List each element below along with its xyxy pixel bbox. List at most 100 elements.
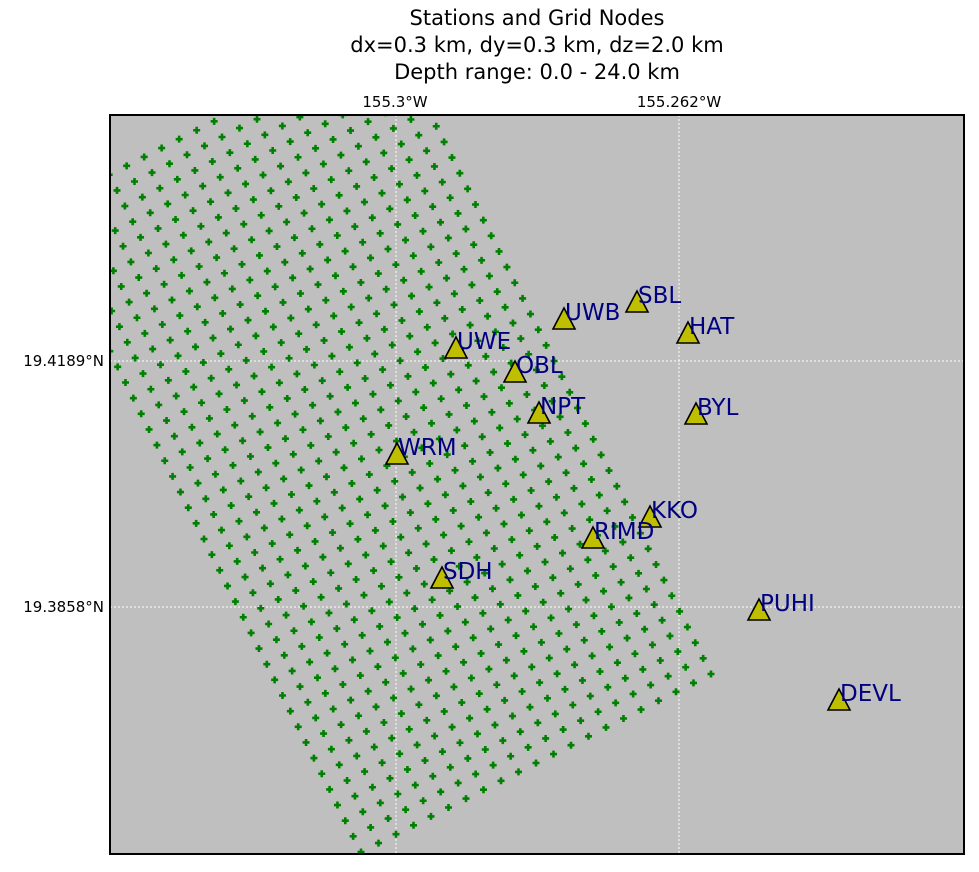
grid-node-marker: [545, 478, 553, 486]
grid-node-marker: [215, 390, 223, 398]
grid-node-marker: [282, 611, 290, 619]
grid-node-marker: [454, 209, 462, 217]
grid-node-marker: [376, 799, 384, 807]
grid-node-marker: [496, 424, 504, 432]
grid-node-marker: [399, 669, 407, 677]
grid-node-marker: [202, 495, 210, 503]
grid-node-marker: [533, 542, 541, 550]
grid-node-marker: [315, 457, 323, 465]
grid-node-marker: [114, 363, 122, 371]
grid-node-marker: [455, 386, 463, 394]
grid-node-marker: [596, 668, 604, 676]
grid-node-marker: [501, 303, 509, 311]
grid-node-marker: [153, 441, 161, 449]
grid-node-marker: [91, 316, 98, 323]
grid-node-marker: [385, 598, 393, 606]
grid-node-marker: [475, 690, 483, 698]
grid-node-marker: [306, 265, 314, 273]
station-triangle-icon: [580, 525, 606, 549]
grid-node-marker: [310, 185, 318, 193]
grid-node-marker: [356, 495, 364, 503]
grid-node-marker: [473, 553, 481, 561]
grid-node-marker: [562, 469, 570, 477]
grid-node-marker: [253, 508, 260, 516]
grid-node-marker: [243, 140, 251, 148]
grid-node-marker: [138, 193, 146, 201]
grid-node-marker: [621, 674, 629, 682]
grid-node-marker: [188, 423, 196, 431]
grid-node-marker: [362, 158, 370, 166]
grid-node-marker: [551, 710, 559, 718]
grid-node-marker: [304, 129, 312, 137]
station-rimd: RIMD: [580, 519, 654, 549]
grid-node-marker: [447, 547, 455, 555]
grid-node-marker: [272, 459, 280, 467]
grid-node-marker: [289, 274, 297, 282]
grid-node-marker: [157, 361, 164, 369]
grid-node-marker: [288, 667, 296, 675]
grid-node-marker: [417, 267, 425, 275]
grid-node-marker: [289, 98, 296, 105]
grid-node-marker: [389, 124, 397, 132]
grid-node-marker: [218, 133, 226, 141]
grid-node-marker: [658, 616, 666, 624]
grid-node-marker: [536, 679, 544, 687]
grid-node-marker: [481, 746, 489, 753]
grid-node-marker: [409, 645, 417, 653]
grid-node-marker: [560, 509, 568, 517]
grid-node-marker: [246, 276, 254, 284]
grid-node-marker: [531, 583, 539, 591]
grid-node-marker: [550, 750, 557, 758]
grid-node-marker: [303, 522, 311, 530]
grid-node-marker: [647, 681, 655, 689]
grid-node-marker: [379, 542, 387, 550]
grid-node-marker: [278, 515, 286, 523]
grid-node-marker: [226, 149, 234, 157]
grid-node-marker: [324, 256, 332, 264]
title-line-3: Depth range: 0.0 - 24.0 km: [394, 60, 680, 84]
grid-node-marker: [316, 417, 324, 425]
grid-node-marker: [344, 560, 352, 568]
grid-node-marker: [305, 482, 313, 490]
grid-node-marker: [390, 301, 398, 309]
grid-node-marker: [461, 618, 469, 626]
grid-node-marker: [346, 520, 354, 528]
grid-node-marker: [155, 401, 163, 409]
grid-node-marker: [592, 572, 600, 579]
grid-node-marker: [196, 439, 204, 447]
grid-node-marker: [217, 350, 225, 358]
grid-node-marker: [286, 531, 294, 539]
grid-node-marker: [472, 201, 479, 208]
grid-node-marker: [83, 301, 90, 308]
grid-node-marker: [458, 305, 466, 313]
grid-node-marker: [277, 339, 285, 347]
grid-node-marker: [265, 620, 273, 628]
grid-node-marker: [542, 341, 550, 349]
grid-node-marker: [362, 727, 370, 735]
grid-node-marker: [472, 377, 480, 385]
grid-node-marker: [274, 419, 282, 427]
grid-node-marker: [294, 723, 302, 731]
grid-node-marker: [205, 238, 213, 246]
grid-node-marker: [146, 209, 154, 217]
grid-node-marker: [303, 345, 311, 353]
grid-node-marker: [479, 609, 487, 617]
grid-node-marker: [384, 638, 391, 646]
station-triangle-icon: [624, 289, 650, 313]
grid-node-marker: [205, 414, 213, 422]
station-label: RIMD: [594, 519, 654, 545]
grid-node-marker: [532, 759, 540, 767]
grid-node-marker: [466, 321, 474, 329]
grid-node-marker: [195, 263, 203, 270]
grid-node-marker: [238, 260, 246, 268]
grid-node-marker: [620, 715, 627, 722]
grid-node-marker: [384, 245, 392, 253]
grid-node-marker: [471, 594, 479, 602]
grid-node-marker: [145, 425, 153, 433]
grid-node-marker: [345, 343, 353, 351]
grid-node-marker: [357, 848, 365, 854]
grid-node-marker: [281, 258, 289, 266]
grid-node-marker: [350, 439, 358, 447]
grid-node-marker: [425, 283, 433, 291]
grid-node-marker: [435, 435, 443, 443]
